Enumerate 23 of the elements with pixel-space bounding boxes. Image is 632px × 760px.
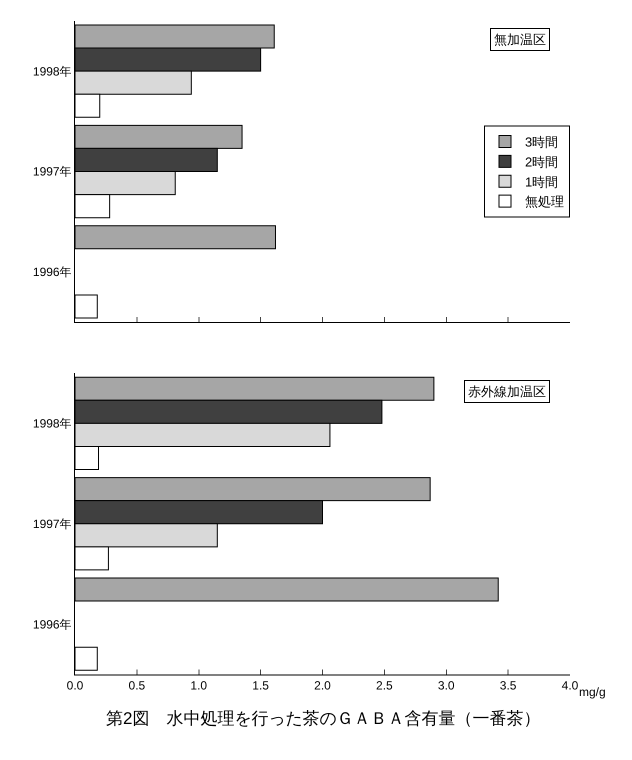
x-tick-label: 0.0 xyxy=(66,678,84,693)
legend-label: 無処理 xyxy=(525,194,564,210)
x-tick-label: 3.0 xyxy=(438,678,455,693)
x-tick-label: 0.5 xyxy=(128,678,146,693)
legend-label: 2時間 xyxy=(525,154,558,170)
y-tick-label: 1998年 xyxy=(32,64,72,78)
y-tick-label: 1997年 xyxy=(32,516,72,531)
y-tick-label: 1996年 xyxy=(32,265,72,280)
x-tick-label: 1.0 xyxy=(190,678,208,693)
text: 第2図 水中処理を行った茶のＧＡＢＡ含有量（一番茶） xyxy=(106,709,540,728)
x-tick-label: 1.5 xyxy=(252,678,270,693)
x-tick-label: 2.0 xyxy=(314,678,332,693)
x-tick-label: 4.0 xyxy=(562,678,579,693)
y-tick-label: 1997年 xyxy=(32,164,72,179)
annotation: 赤外線加温区 xyxy=(468,384,546,399)
legend-label: 1時間 xyxy=(525,174,558,190)
x-tick-label: 3.5 xyxy=(500,678,517,693)
y-tick-label: 1996年 xyxy=(32,617,72,632)
y-tick-label: 1998年 xyxy=(32,416,72,431)
x-tick-label: 2.5 xyxy=(376,678,394,693)
legend-label: 3時間 xyxy=(525,134,558,150)
annotation: 無加温区 xyxy=(494,32,546,47)
x-axis-title: mg/g xyxy=(579,685,606,699)
